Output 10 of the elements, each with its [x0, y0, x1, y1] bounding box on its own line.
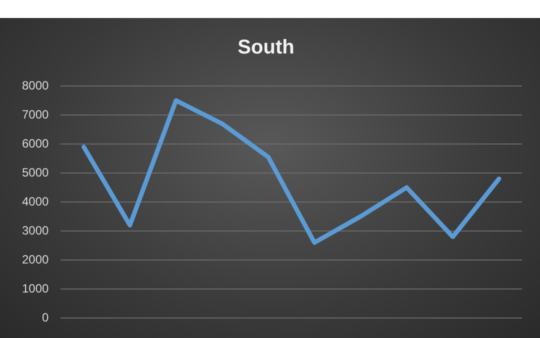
- y-tick-label: 0: [42, 310, 50, 324]
- chart-title: South: [238, 36, 294, 59]
- y-tick-label: 5000: [22, 165, 50, 180]
- y-tick-label: 2000: [22, 252, 50, 266]
- y-tick-label: 3000: [22, 223, 50, 238]
- y-tick-label: 7000: [22, 107, 50, 122]
- y-tick-label: 1000: [22, 281, 50, 296]
- y-tick-label: 8000: [22, 78, 50, 92]
- y-tick-label: 4000: [22, 194, 50, 208]
- y-tick-label: 6000: [22, 136, 50, 150]
